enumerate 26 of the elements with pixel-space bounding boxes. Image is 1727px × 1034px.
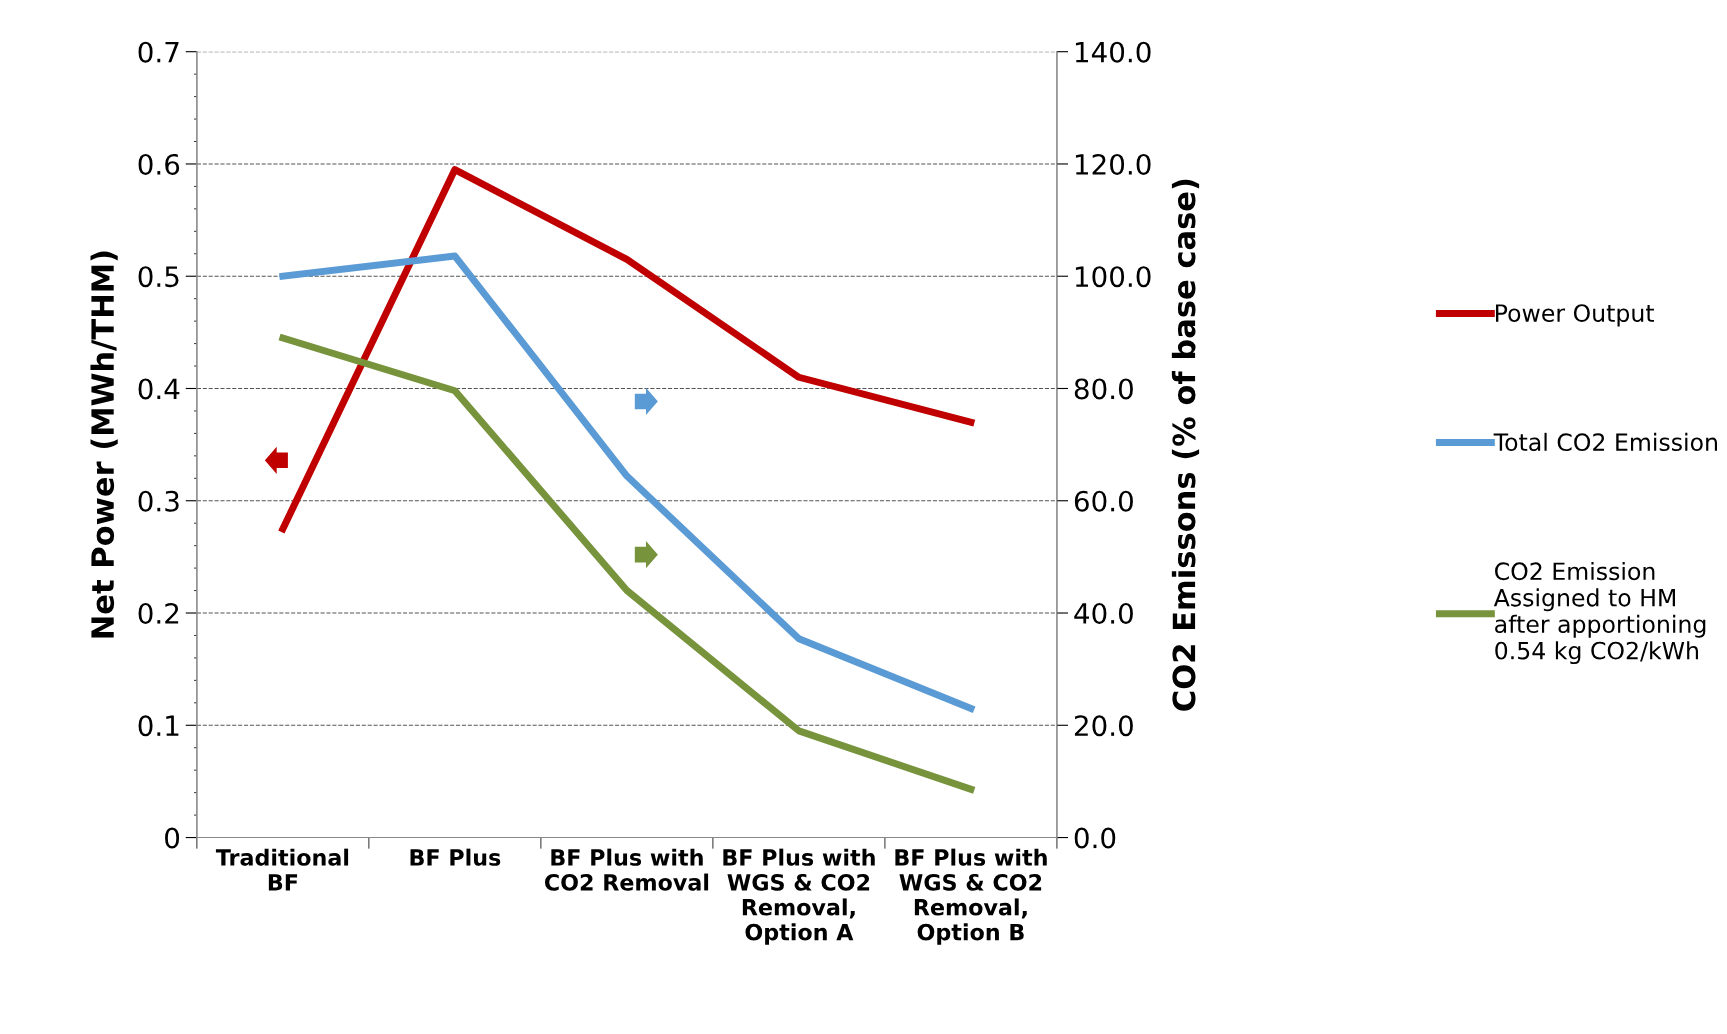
y2-tick-label: 120.0 <box>1075 153 1151 175</box>
y-tick-label: 0.1 <box>138 715 179 737</box>
y-tick-label: 0.6 <box>138 153 180 175</box>
x-tick-label: BF Plus with WGS & CO2 Removal, Option A <box>723 848 875 945</box>
y-tick-label: 0.5 <box>138 266 179 288</box>
y2-tick-label: 140.0 <box>1075 41 1151 63</box>
y2-tick-label: 80.0 <box>1074 378 1133 400</box>
y2-tick-label: 40.0 <box>1074 602 1133 624</box>
legend-label: Total CO2 Emission <box>1493 432 1717 452</box>
y2-tick-label: 60.0 <box>1074 490 1133 512</box>
y2-axis-title: CO2 Emissons (% of base case) <box>1171 179 1200 711</box>
y2-tick-label: 0.0 <box>1074 827 1116 849</box>
legend-label: CO2 Emission Assigned to HM after apportioning 0.54 kg CO2/kWh <box>1493 561 1706 665</box>
x-tick-label: BF Plus with WGS & CO2 Removal, Option B <box>895 848 1047 945</box>
x-tick-label: BF Plus <box>410 848 501 866</box>
y-tick-label: 0.7 <box>138 41 179 63</box>
y2-tick-label: 100.0 <box>1075 266 1151 288</box>
x-tick-label: BF Plus with CO2 Removal <box>544 848 709 891</box>
y-tick-label: 0.2 <box>138 602 179 624</box>
y-tick-label: 0.4 <box>138 378 180 400</box>
y-axis-title: Net Power (MWh/THM) <box>90 251 118 638</box>
y-tick-label: 0 <box>165 827 180 849</box>
x-tick-label: Traditional BF <box>215 848 349 891</box>
y2-tick-label: 20.0 <box>1074 715 1133 737</box>
y-tick-label: 0.3 <box>138 490 179 512</box>
legend-label: Power Output <box>1496 304 1655 327</box>
